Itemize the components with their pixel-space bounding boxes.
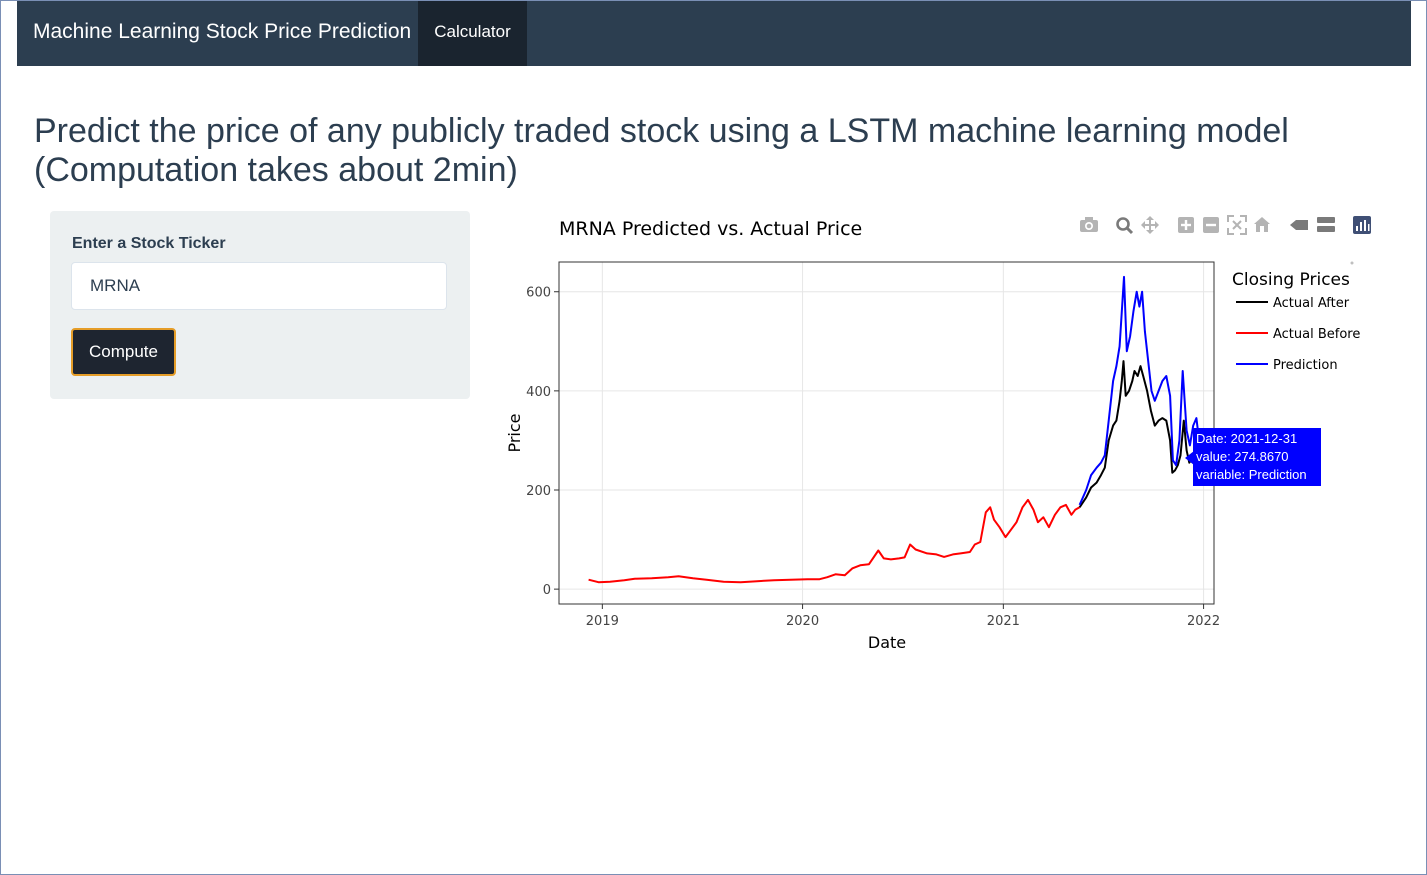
price-chart[interactable]: MRNA Predicted vs. Actual Price 0 200 400 6…: [490, 200, 1390, 670]
tooltip-value: value: 274.8670: [1196, 449, 1289, 464]
x-tick-label: 2022: [1187, 614, 1220, 629]
zoom-out-icon[interactable]: [1203, 217, 1219, 233]
legend: Closing Prices Actual After Actual Before…: [1232, 270, 1360, 373]
legend-item-actual-before[interactable]: Actual Before: [1236, 327, 1360, 342]
hover-compare-icon[interactable]: [1317, 217, 1335, 232]
hover-closest-icon[interactable]: [1290, 220, 1308, 230]
x-tick-label: 2019: [586, 614, 619, 629]
x-tick-label: 2020: [786, 614, 819, 629]
legend-item-actual-after[interactable]: Actual After: [1236, 296, 1350, 311]
legend-label: Prediction: [1273, 358, 1338, 373]
legend-item-prediction[interactable]: Prediction: [1236, 358, 1338, 373]
tab-calculator[interactable]: Calculator: [418, 1, 527, 66]
legend-label: Actual Before: [1273, 327, 1360, 342]
y-tick-label: 600: [526, 286, 551, 301]
tooltip-box: [1193, 428, 1321, 486]
plotly-logo-icon[interactable]: [1353, 216, 1371, 234]
legend-label: Actual After: [1273, 296, 1350, 311]
navbar: Machine Learning Stock Price Prediction …: [17, 1, 1411, 66]
plot-area: [559, 262, 1214, 604]
x-tick-label: 2021: [987, 614, 1020, 629]
chart-title: MRNA Predicted vs. Actual Price: [559, 218, 862, 240]
navbar-brand[interactable]: Machine Learning Stock Price Prediction: [33, 20, 412, 43]
reset-axes-icon[interactable]: [1254, 217, 1270, 232]
tooltip-variable: variable: Prediction: [1196, 467, 1307, 482]
gridlines: [559, 262, 1214, 604]
tooltip-date: Date: 2021-12-31: [1196, 431, 1297, 446]
ticker-label: Enter a Stock Ticker: [72, 235, 226, 252]
compute-button[interactable]: Compute: [71, 328, 176, 376]
axis-ticks: 0 200 400 600 2019 2020 2021 2022: [526, 286, 1220, 629]
autoscale-icon[interactable]: [1227, 215, 1247, 235]
dot-marker: [1350, 261, 1354, 265]
ticker-input[interactable]: [71, 262, 447, 310]
series-line-actual-after[interactable]: [1078, 360, 1203, 508]
y-tick-label: 0: [543, 583, 551, 598]
camera-icon[interactable]: [1080, 217, 1098, 232]
y-axis-label: Price: [505, 413, 524, 452]
y-tick-label: 400: [526, 385, 551, 400]
hover-tooltip: Date: 2021-12-31 value: 274.8670 variabl…: [1185, 428, 1321, 486]
series-line-prediction[interactable]: [1078, 275, 1204, 506]
series-line-actual-before[interactable]: [588, 498, 1081, 584]
page-heading: Predict the price of any publicly traded…: [34, 112, 1289, 189]
tooltip-arrow: [1185, 451, 1194, 465]
pan-icon[interactable]: [1141, 216, 1159, 234]
zoom-icon[interactable]: [1116, 217, 1134, 235]
series-lines: [588, 275, 1204, 584]
y-tick-label: 200: [526, 484, 551, 499]
modebar: [1080, 215, 1371, 235]
zoom-in-icon[interactable]: [1178, 217, 1194, 233]
legend-items: Actual After Actual Before Prediction: [1236, 296, 1360, 373]
legend-title: Closing Prices: [1232, 270, 1350, 290]
input-panel: Enter a Stock Ticker Compute: [50, 211, 470, 399]
x-axis-label: Date: [868, 633, 906, 652]
